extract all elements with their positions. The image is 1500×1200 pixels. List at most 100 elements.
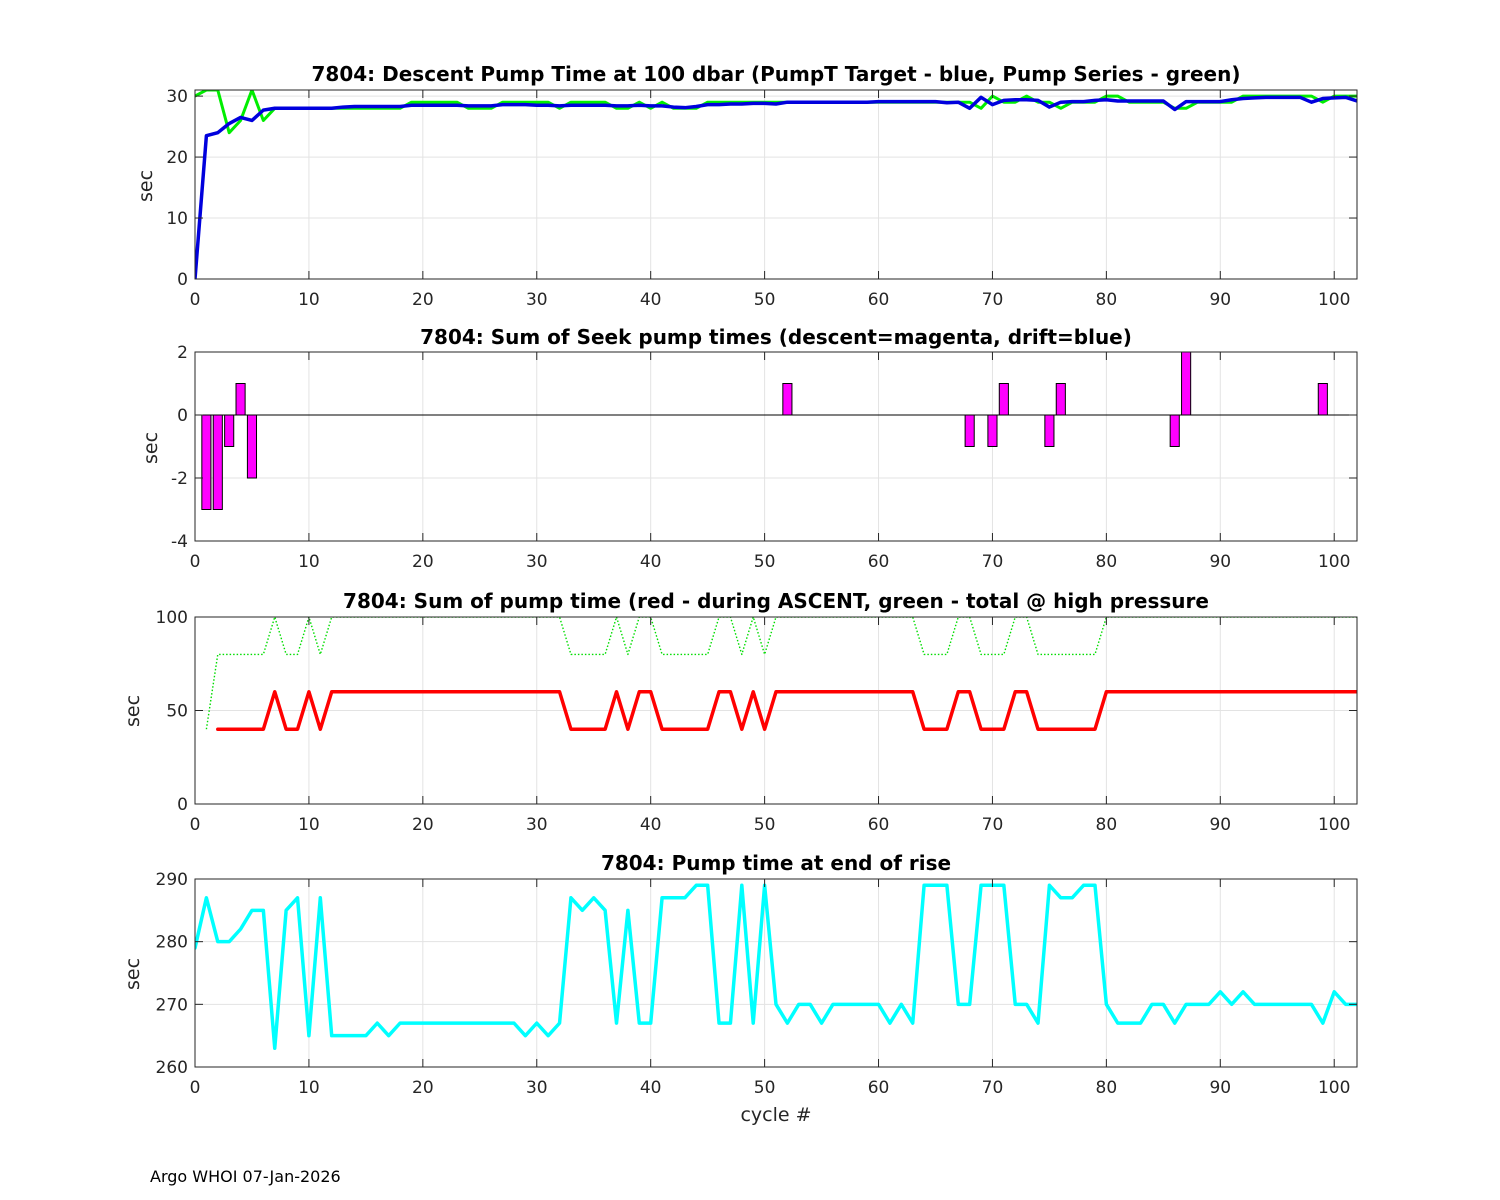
end-of-rise-panel: 7804: Pump time at end of rise sec cycle… — [122, 851, 1358, 1126]
bar — [235, 383, 246, 416]
bar — [1317, 383, 1328, 416]
x-tick-label: 90 — [1209, 815, 1231, 835]
x-tick-label: 10 — [298, 1078, 320, 1098]
x-tick-label: 70 — [982, 1078, 1004, 1098]
series-line — [216, 690, 1357, 731]
x-tick-label: 40 — [640, 552, 662, 572]
x-tick-label: 40 — [640, 290, 662, 310]
x-tick-label: 90 — [1209, 1078, 1231, 1098]
data-layer — [195, 352, 1357, 510]
bar — [212, 414, 223, 510]
x-tick-label: 40 — [640, 1078, 662, 1098]
bar — [1181, 352, 1192, 416]
y-tick-label: 0 — [177, 406, 188, 426]
x-tick-label: 30 — [526, 552, 548, 572]
y-tick-label: 0 — [177, 795, 188, 815]
bar — [246, 414, 258, 479]
plot-area — [195, 879, 1357, 1067]
x-tick-label: 80 — [1096, 1078, 1118, 1098]
x-tick-label: 100 — [1318, 552, 1350, 572]
footer-credit: Argo WHOI 07-Jan-2026 — [150, 1167, 341, 1186]
y-tick-label: 30 — [166, 87, 188, 107]
seek-pump-times-panel: 7804: Sum of Seek pump times (descent=ma… — [140, 325, 1358, 572]
y-tick-label: 280 — [156, 933, 188, 953]
y-tick-label: 260 — [156, 1058, 188, 1078]
axes-frame — [194, 878, 1358, 1068]
chart-title: 7804: Sum of Seek pump times (descent=ma… — [420, 325, 1132, 349]
sum-pump-time-panel: 7804: Sum of pump time (red - during ASC… — [122, 589, 1358, 835]
y-tick-label: 100 — [156, 608, 188, 628]
y-axis-label: sec — [122, 695, 144, 727]
x-tick-label: 0 — [190, 552, 201, 572]
x-tick-label: 50 — [754, 1078, 776, 1098]
x-tick-label: 80 — [1096, 552, 1118, 572]
y-tick-label: -2 — [171, 469, 188, 489]
x-tick-label: 100 — [1318, 815, 1350, 835]
bar — [1169, 414, 1180, 447]
y-tick-label: 50 — [166, 702, 188, 722]
x-tick-label: 60 — [868, 290, 890, 310]
x-tick-label: 60 — [868, 1078, 890, 1098]
y-tick-label: 290 — [156, 870, 188, 890]
y-tick-label: 270 — [156, 995, 188, 1015]
axes-frame — [194, 89, 1358, 280]
x-tick-label: 70 — [982, 290, 1004, 310]
x-tick-label: 20 — [412, 552, 434, 572]
x-tick-label: 30 — [526, 815, 548, 835]
bar — [964, 414, 975, 447]
x-tick-label: 10 — [298, 815, 320, 835]
descent-pump-time-panel: 7804: Descent Pump Time at 100 dbar (Pum… — [135, 62, 1358, 310]
chart-title: 7804: Descent Pump Time at 100 dbar (Pum… — [312, 62, 1241, 86]
x-tick-label: 10 — [298, 552, 320, 572]
x-tick-label: 100 — [1318, 290, 1350, 310]
x-tick-label: 100 — [1318, 1078, 1350, 1098]
x-tick-label: 0 — [190, 290, 201, 310]
x-tick-label: 20 — [412, 815, 434, 835]
x-tick-label: 40 — [640, 815, 662, 835]
series-line — [195, 883, 1357, 1050]
x-tick-label: 50 — [754, 552, 776, 572]
axes-frame — [194, 351, 1358, 542]
x-tick-label: 90 — [1209, 290, 1231, 310]
x-tick-label: 30 — [526, 290, 548, 310]
data-layer — [195, 90, 1357, 279]
y-axis-label: sec — [122, 958, 144, 990]
series-line — [195, 95, 1357, 279]
x-tick-label: 60 — [868, 815, 890, 835]
bar — [1044, 414, 1055, 447]
bar — [201, 414, 212, 510]
data-layer — [195, 883, 1357, 1050]
x-tick-label: 20 — [412, 290, 434, 310]
y-axis-label: sec — [135, 170, 157, 202]
bar — [987, 414, 998, 447]
x-tick-label: 0 — [190, 1078, 201, 1098]
y-tick-label: 0 — [177, 270, 188, 290]
x-tick-label: 70 — [982, 815, 1004, 835]
x-tick-label: 90 — [1209, 552, 1231, 572]
bar — [998, 383, 1009, 416]
x-tick-label: 80 — [1096, 815, 1118, 835]
x-tick-label: 50 — [754, 290, 776, 310]
x-tick-label: 80 — [1096, 290, 1118, 310]
plot-area — [195, 352, 1357, 541]
x-tick-label: 60 — [868, 552, 890, 572]
bar — [1055, 383, 1066, 416]
y-tick-label: 10 — [166, 209, 188, 229]
y-axis-label: sec — [140, 432, 162, 464]
bar — [224, 414, 235, 447]
x-tick-label: 20 — [412, 1078, 434, 1098]
x-tick-label: 10 — [298, 290, 320, 310]
x-tick-label: 70 — [982, 552, 1004, 572]
y-tick-label: 20 — [166, 148, 188, 168]
chart-title: 7804: Sum of pump time (red - during ASC… — [343, 589, 1209, 613]
x-tick-label: 50 — [754, 815, 776, 835]
bar — [782, 383, 793, 416]
x-axis-label: cycle # — [740, 1104, 811, 1126]
x-tick-label: 30 — [526, 1078, 548, 1098]
y-tick-label: -4 — [171, 532, 188, 552]
chart-title: 7804: Pump time at end of rise — [601, 851, 951, 875]
y-tick-label: 2 — [177, 343, 188, 363]
plot-area — [195, 90, 1357, 279]
data-layer — [205, 617, 1357, 731]
